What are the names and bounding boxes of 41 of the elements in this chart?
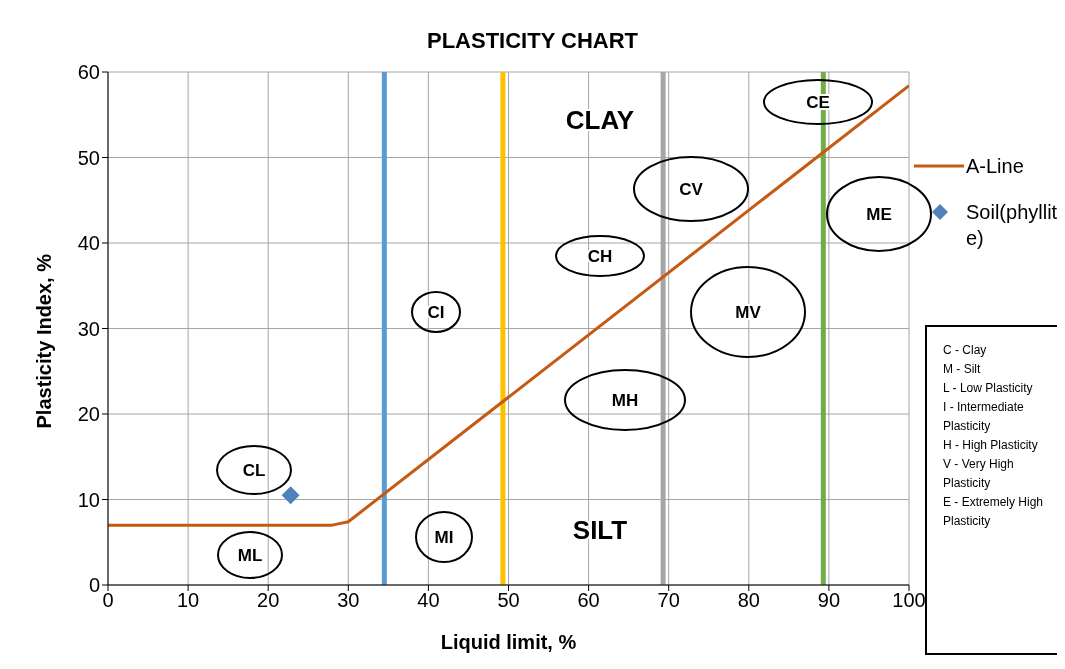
y-tick-label: 50: [77, 146, 100, 169]
annotation: CH: [587, 246, 613, 266]
legend-label: Soil(phyllite): [966, 200, 1059, 251]
x-tick-label: 80: [737, 589, 760, 612]
legend-label: A-Line: [966, 154, 1025, 179]
x-tick-label: 10: [176, 589, 200, 612]
chart-title: PLASTICITY CHART: [425, 28, 639, 54]
x-tick-label: 30: [337, 589, 360, 612]
y-tick-label: 40: [77, 232, 100, 255]
annotation: ML: [237, 545, 263, 565]
y-axis-title: Plasticity Index, %: [33, 253, 56, 429]
x-tick-label: 70: [657, 589, 680, 612]
text: E - Extremely High Plasticity: [943, 494, 1045, 530]
x-tick-label: 100: [892, 589, 926, 612]
text: H - High Plasticity: [943, 437, 1039, 454]
annotation: MH: [611, 390, 639, 410]
annotation: CV: [679, 179, 704, 199]
annotation: CI: [427, 302, 445, 322]
annotation: CLAY: [565, 105, 635, 135]
x-tick-label: 50: [497, 589, 520, 612]
x-tick-label: 60: [577, 589, 600, 612]
y-tick-label: 0: [88, 574, 100, 597]
annotation: MI: [434, 527, 454, 547]
text: L - Low Plasticity: [943, 380, 1034, 397]
y-tick-label: 60: [77, 61, 100, 84]
text: C - Clay: [943, 342, 988, 359]
text: V - Very High Plasticity: [943, 456, 1015, 492]
y-tick-label: 30: [77, 317, 100, 340]
x-tick-label: 0: [102, 589, 114, 612]
annotation: MV: [735, 302, 762, 322]
y-tick-label: 20: [77, 403, 100, 426]
y-tick-label: 10: [77, 488, 100, 511]
annotation: SILT: [572, 515, 628, 545]
x-tick-label: 20: [257, 589, 280, 612]
x-tick-label: 90: [817, 589, 841, 612]
x-tick-label: 40: [417, 589, 440, 612]
text: M - Silt: [943, 361, 982, 378]
annotation: ME: [866, 204, 892, 224]
annotation: CL: [242, 460, 266, 480]
x-axis-title: Liquid limit, %: [440, 631, 577, 653]
text: I - Intermediate Plasticity: [943, 399, 1025, 435]
